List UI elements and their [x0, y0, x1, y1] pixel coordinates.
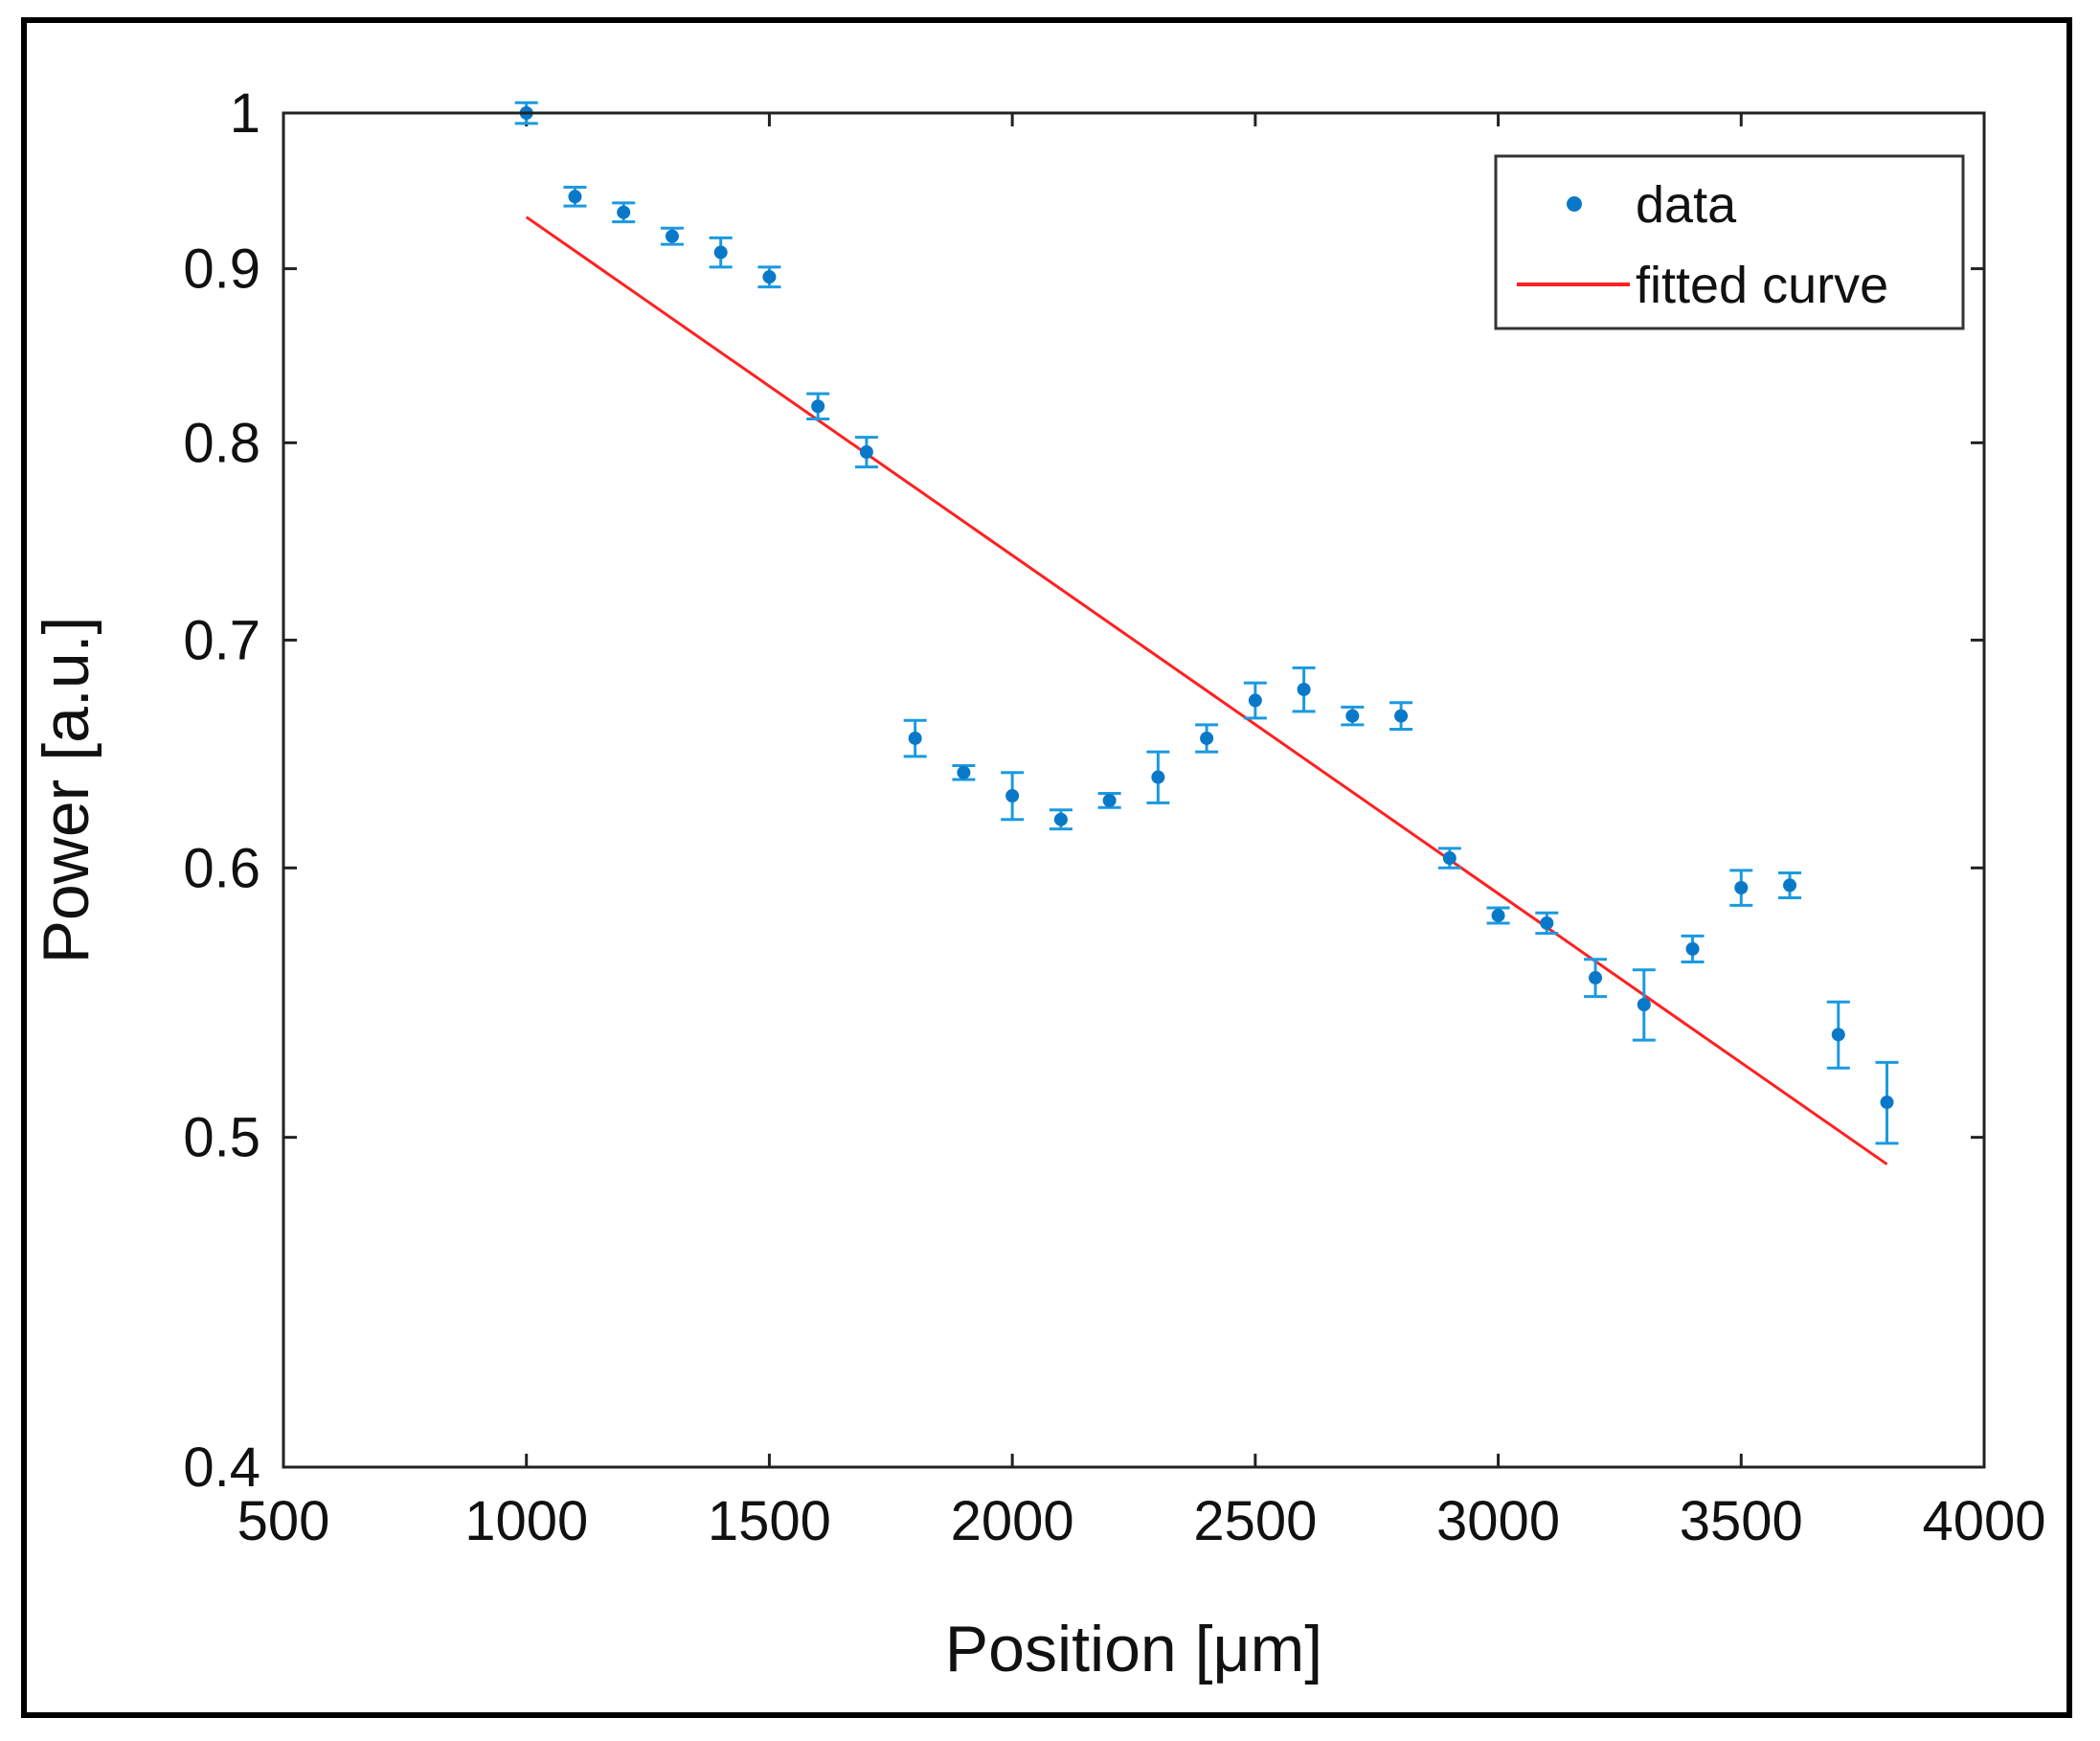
data-point [563, 186, 587, 208]
data-marker [1589, 971, 1603, 985]
data-marker [1297, 682, 1311, 696]
x-axis-label: Position [μm] [945, 1613, 1322, 1685]
data-marker [1394, 709, 1409, 723]
legend-label-fitted-curve: fitted curve [1636, 257, 1888, 314]
y-tick-label: 0.4 [183, 1436, 260, 1499]
y-tick-labels: 0.4 0.5 0.6 0.7 0.8 0.9 1 [183, 82, 260, 1499]
data-marker [1345, 709, 1360, 723]
data-points-layer [514, 101, 1899, 1145]
y-tick-label: 0.8 [183, 412, 260, 474]
data-point [1681, 934, 1705, 964]
data-point [903, 718, 927, 758]
data-point [1778, 870, 1802, 899]
data-point [1389, 701, 1413, 732]
data-point [952, 763, 976, 781]
data-point [1729, 869, 1753, 907]
x-tick-label: 3000 [1436, 1490, 1560, 1552]
data-point [1341, 705, 1365, 727]
data-point [1826, 1000, 1850, 1070]
data-marker [1102, 793, 1117, 807]
data-marker [908, 731, 922, 745]
data-marker [1540, 916, 1554, 930]
data-marker [859, 445, 873, 460]
data-point [806, 392, 830, 420]
data-point [757, 265, 781, 289]
figure-frame [21, 17, 2072, 1718]
x-tick-labels: 500 1000 1500 2000 2500 3000 3500 4000 [237, 1490, 2046, 1552]
data-marker [617, 205, 631, 219]
data-marker [811, 399, 825, 414]
data-marker [1880, 1096, 1894, 1110]
data-point [854, 436, 878, 469]
data-marker [1151, 770, 1165, 784]
y-tick-label: 0.6 [183, 837, 260, 899]
x-tick-label: 2000 [951, 1490, 1074, 1552]
data-point [1875, 1060, 1899, 1145]
data-point [1146, 750, 1170, 804]
legend-box [1494, 154, 1965, 330]
data-marker [665, 229, 679, 243]
data-point [1049, 808, 1073, 831]
legend-label-data: data [1636, 176, 1737, 234]
y-tick-label: 0.5 [183, 1107, 260, 1169]
data-point [1486, 906, 1510, 925]
x-tick-label: 1500 [708, 1490, 831, 1552]
data-marker [1783, 878, 1797, 893]
fitted-curve-line [525, 215, 1888, 1165]
y-tick-label: 0.9 [183, 238, 260, 301]
data-point [1535, 911, 1559, 936]
data-marker [957, 765, 971, 780]
data-marker [1442, 851, 1456, 866]
data-marker [1053, 812, 1068, 826]
legend-data-marker [1567, 196, 1582, 212]
x-tick-label: 4000 [1922, 1490, 2045, 1552]
data-marker [1831, 1028, 1845, 1042]
data-point [1097, 792, 1121, 809]
data-point [1292, 666, 1316, 713]
fitted-curve-layer [525, 215, 1888, 1165]
x-tick-label: 2500 [1193, 1490, 1317, 1552]
x-tick-label: 500 [237, 1490, 330, 1552]
data-marker [1200, 731, 1214, 745]
data-point [1001, 771, 1025, 822]
legend: data fitted curve [1494, 154, 1965, 330]
data-marker [713, 245, 728, 260]
y-tick-label: 0.7 [183, 609, 260, 671]
data-marker [568, 190, 582, 204]
data-marker [1734, 881, 1749, 895]
data-point [1437, 847, 1461, 870]
data-marker [1491, 908, 1505, 922]
data-point [612, 201, 636, 224]
x-tick-label: 1000 [464, 1490, 588, 1552]
data-marker [1248, 693, 1262, 708]
data-marker [1005, 789, 1020, 803]
data-point [1243, 681, 1267, 720]
data-point [1584, 958, 1608, 999]
data-point [1632, 968, 1656, 1042]
data-marker [1685, 941, 1700, 956]
data-marker [1637, 998, 1651, 1012]
legend-marker-dot [1567, 196, 1582, 212]
plot-area [282, 111, 1986, 1469]
data-point [660, 226, 684, 246]
y-tick-label: 1 [230, 82, 260, 145]
data-point [1195, 723, 1219, 754]
x-tick-label: 3500 [1680, 1490, 1803, 1552]
y-axis-label: Power [a.u.] [30, 617, 102, 964]
data-point [709, 236, 733, 269]
data-marker [762, 270, 777, 284]
